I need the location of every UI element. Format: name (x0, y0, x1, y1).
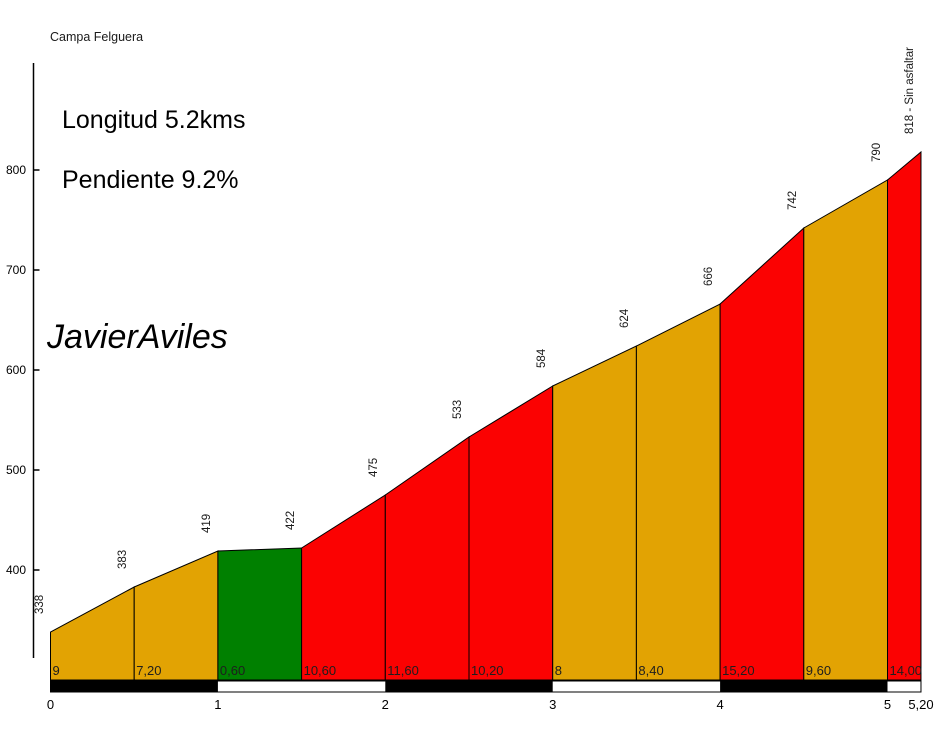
profile-segment (803, 179, 888, 681)
gradient-label: 9 (52, 663, 60, 678)
gradient-label: 14,00 (889, 663, 923, 678)
gradient-label: 0,60 (219, 663, 246, 678)
x-tick-label: 5,20 (908, 697, 934, 712)
elevation-label: 584 (535, 348, 548, 368)
km-bar-cell (385, 681, 553, 692)
y-tick-label: 400 (5, 563, 26, 577)
profile-segment (635, 303, 721, 681)
x-tick-label: 0 (46, 697, 55, 712)
profile-segment (552, 345, 637, 681)
summit-label: 818 - Sin asfaltar (903, 47, 916, 134)
profile-segment (217, 547, 303, 681)
chart-title: Campa Felguera (50, 30, 144, 44)
profile-segment (50, 586, 135, 681)
x-tick-label: 5 (883, 697, 892, 712)
slope-annotation: Pendiente 9.2% (62, 166, 239, 194)
profile-segment (719, 226, 805, 681)
profile-segment (468, 385, 554, 681)
author-watermark: JavierAviles (47, 318, 228, 356)
gradient-label: 7,20 (136, 663, 162, 678)
elevation-label: 742 (786, 190, 799, 210)
elevation-label: 624 (619, 308, 632, 328)
profile-segment (384, 436, 470, 681)
km-bar-cell (720, 681, 888, 692)
elevation-label: 422 (284, 510, 297, 530)
elevation-label: 533 (452, 399, 464, 419)
elevation-label: 419 (200, 513, 213, 533)
gradient-label: 9,60 (805, 663, 832, 678)
gradient-label: 8,40 (638, 663, 664, 678)
y-tick-label: 500 (5, 463, 26, 477)
profile-segment (301, 494, 386, 681)
gradient-label: 10,20 (471, 663, 504, 678)
gradient-label: 10,60 (303, 663, 337, 678)
y-tick-label: 600 (5, 363, 26, 377)
gradient-label: 15,20 (722, 663, 755, 678)
elevation-label: 666 (703, 266, 716, 286)
x-tick-label: 2 (381, 697, 389, 712)
gradient-label: 8 (554, 663, 562, 678)
elevation-label: 790 (870, 142, 883, 162)
length-annotation: Longitud 5.2kms (62, 106, 246, 134)
y-tick-label: 700 (5, 263, 26, 277)
x-tick-label: 4 (716, 697, 724, 712)
x-tick-label: 1 (214, 697, 222, 712)
elevation-label: 383 (117, 549, 130, 569)
y-tick-label: 800 (5, 163, 26, 177)
x-tick-label: 3 (549, 697, 557, 712)
profile-segment (887, 150, 922, 681)
elevation-label: 475 (368, 457, 381, 477)
gradient-label: 11,60 (387, 663, 419, 678)
km-bar-cell (50, 681, 218, 692)
profile-segment (133, 550, 219, 681)
elevation-label: 338 (33, 594, 46, 614)
